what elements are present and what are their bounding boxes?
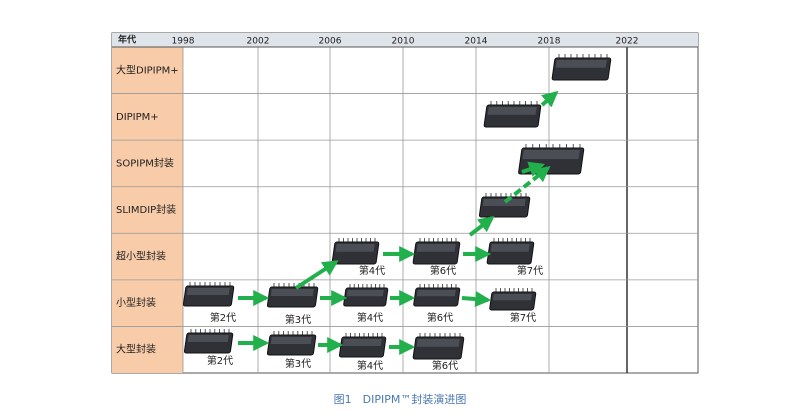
header-bg	[112, 33, 698, 47]
row-label: 小型封装	[116, 296, 156, 309]
module	[182, 282, 235, 307]
row-label: SLIMDIP封装	[116, 203, 176, 216]
module	[551, 54, 612, 81]
module	[338, 333, 387, 358]
generation-label: 第3代	[285, 313, 311, 326]
module-top	[342, 339, 382, 346]
corner-label: 年代	[118, 34, 136, 46]
module	[412, 238, 461, 265]
generation-label: 第4代	[357, 359, 383, 372]
module-top	[416, 290, 456, 297]
generation-label: 第7代	[510, 311, 536, 324]
module-top	[270, 337, 312, 344]
generation-label: 第6代	[427, 311, 453, 324]
row-label: 大型封装	[116, 343, 156, 356]
generation-label: 第4代	[357, 311, 383, 324]
module-top	[270, 289, 314, 296]
module	[343, 284, 389, 307]
generation-label: 第6代	[432, 359, 458, 372]
generation-label: 第6代	[430, 264, 456, 277]
module	[489, 288, 537, 311]
module	[331, 238, 380, 265]
year-label: 2014	[465, 37, 488, 47]
module-top	[555, 60, 607, 68]
year-label: 1998	[172, 37, 195, 47]
year-label: 2022	[616, 37, 639, 47]
year-label: 2002	[247, 37, 270, 47]
generation-label: 第2代	[207, 354, 233, 367]
arrow	[294, 260, 339, 290]
year-label: 2010	[392, 37, 415, 47]
year-label: 2018	[538, 37, 561, 47]
module-top	[492, 294, 532, 301]
module-top	[487, 107, 537, 115]
module	[266, 331, 317, 356]
module	[483, 101, 542, 128]
row-label: DIPIPM+	[116, 112, 159, 123]
row-label: SOPIPM封装	[116, 156, 174, 169]
generation-label: 第7代	[517, 264, 543, 277]
generation-label: 第2代	[210, 311, 236, 324]
module	[412, 333, 465, 360]
module	[478, 193, 531, 218]
module-top	[416, 244, 456, 252]
module-top	[187, 335, 229, 342]
module-top	[186, 288, 230, 295]
arrow	[468, 216, 495, 237]
module-top	[335, 244, 375, 252]
module-top	[522, 150, 580, 160]
module	[486, 238, 535, 265]
module	[413, 284, 461, 307]
module-top	[346, 290, 384, 297]
label-column	[112, 47, 183, 373]
table-frame	[111, 32, 699, 374]
caption: 图1 DIPIPM™封装演进图	[334, 392, 467, 406]
row-label: 大型DIPIPM+	[116, 63, 179, 76]
arrow	[503, 166, 551, 204]
module-top	[490, 244, 530, 252]
arrow	[540, 90, 559, 108]
generation-label: 第4代	[359, 264, 385, 277]
module-top	[416, 339, 460, 347]
module	[183, 329, 234, 354]
year-label: 2006	[319, 37, 342, 47]
module	[266, 283, 319, 308]
generation-label: 第3代	[285, 357, 311, 370]
module-top	[482, 199, 526, 206]
arrow	[461, 291, 492, 307]
row-label: 超小型封装	[116, 250, 166, 263]
